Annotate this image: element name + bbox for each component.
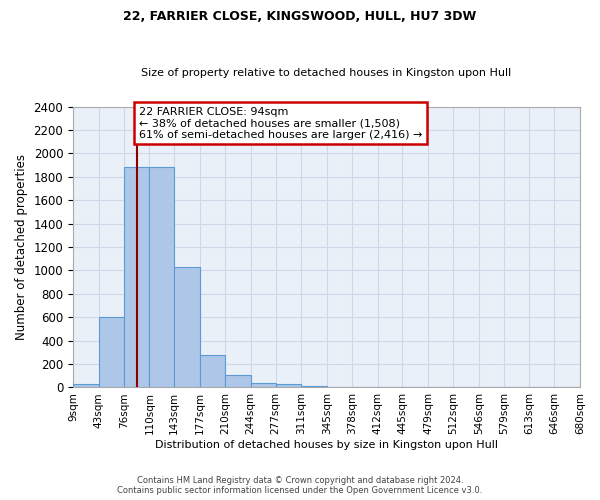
Bar — [301, 386, 327, 388]
Text: 22 FARRIER CLOSE: 94sqm
← 38% of detached houses are smaller (1,508)
61% of semi: 22 FARRIER CLOSE: 94sqm ← 38% of detache… — [139, 106, 422, 140]
Bar — [327, 387, 352, 388]
Bar — [352, 387, 377, 388]
Bar — [149, 168, 174, 388]
X-axis label: Distribution of detached houses by size in Kingston upon Hull: Distribution of detached houses by size … — [155, 440, 498, 450]
Bar — [200, 354, 225, 388]
Y-axis label: Number of detached properties: Number of detached properties — [15, 154, 28, 340]
Bar — [124, 168, 149, 388]
Bar — [73, 384, 99, 388]
Text: 22, FARRIER CLOSE, KINGSWOOD, HULL, HU7 3DW: 22, FARRIER CLOSE, KINGSWOOD, HULL, HU7 … — [124, 10, 476, 23]
Bar — [99, 317, 124, 388]
Bar — [251, 383, 275, 388]
Text: Contains HM Land Registry data © Crown copyright and database right 2024.
Contai: Contains HM Land Registry data © Crown c… — [118, 476, 482, 495]
Bar — [174, 267, 200, 388]
Bar — [275, 384, 301, 388]
Bar — [225, 374, 251, 388]
Title: Size of property relative to detached houses in Kingston upon Hull: Size of property relative to detached ho… — [142, 68, 512, 78]
